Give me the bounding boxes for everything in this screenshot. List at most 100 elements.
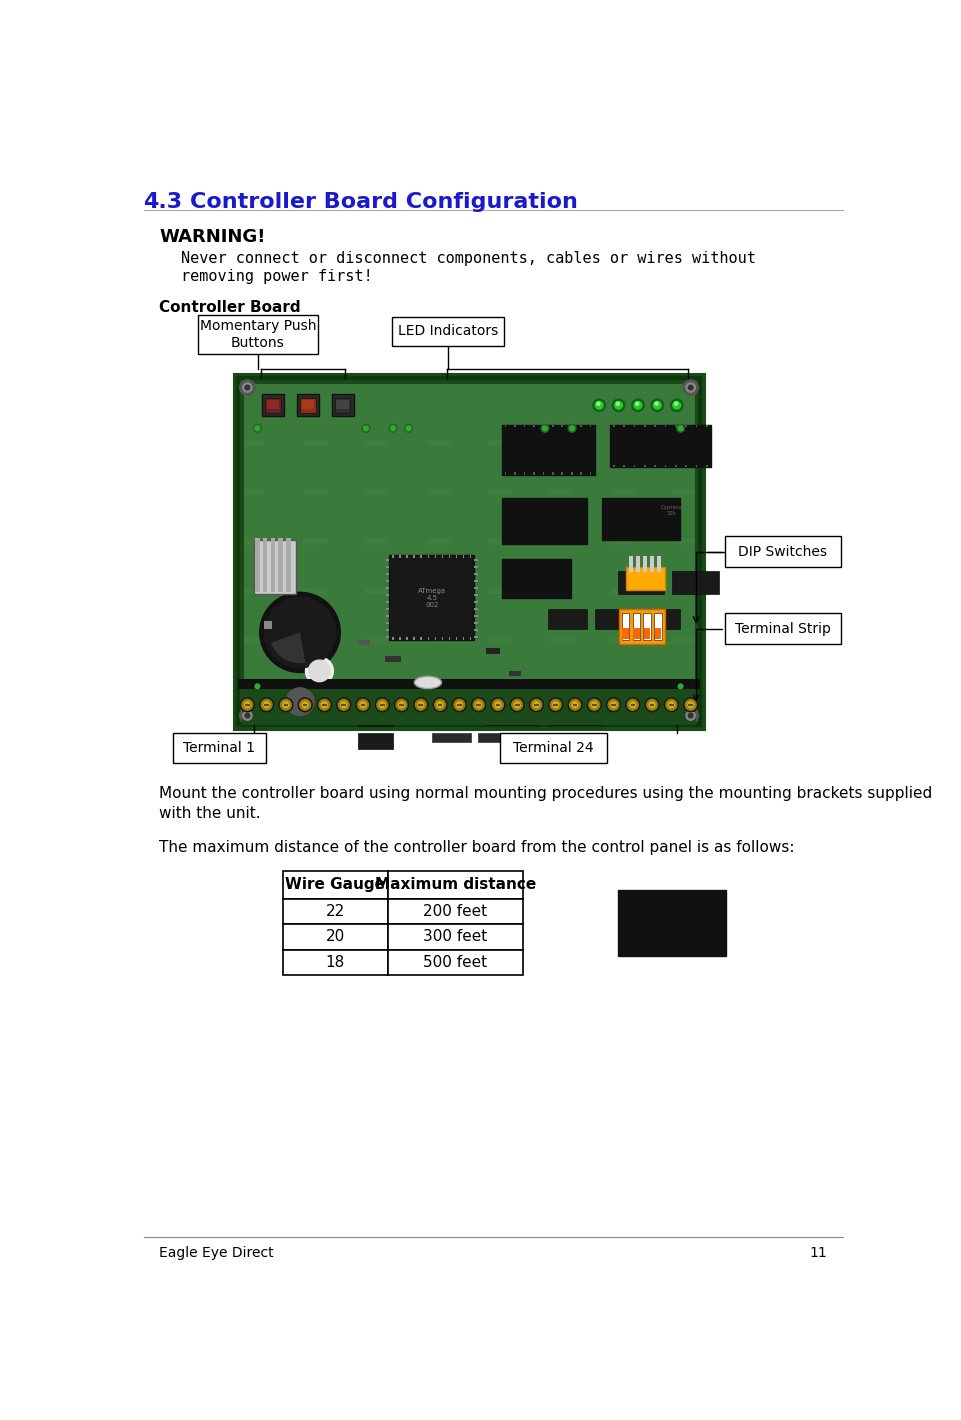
- Bar: [173, 733, 265, 764]
- Circle shape: [263, 701, 269, 707]
- Text: Controller Board: Controller Board: [159, 300, 300, 315]
- Bar: [364, 488, 388, 496]
- Bar: [387, 899, 523, 924]
- Bar: [237, 679, 700, 689]
- Bar: [322, 704, 327, 706]
- Circle shape: [405, 425, 412, 432]
- Circle shape: [683, 697, 697, 711]
- Circle shape: [306, 657, 333, 684]
- Circle shape: [631, 399, 644, 412]
- Bar: [626, 567, 664, 591]
- Circle shape: [682, 379, 698, 395]
- Bar: [303, 638, 327, 643]
- Circle shape: [436, 701, 443, 707]
- Circle shape: [651, 399, 663, 412]
- Circle shape: [471, 697, 485, 711]
- Bar: [245, 704, 250, 706]
- Bar: [623, 425, 625, 427]
- Bar: [513, 425, 515, 427]
- Bar: [380, 704, 384, 706]
- Bar: [385, 567, 389, 568]
- Bar: [636, 557, 640, 572]
- Circle shape: [612, 399, 624, 412]
- Bar: [241, 686, 265, 693]
- Text: 20: 20: [326, 930, 345, 944]
- Circle shape: [255, 684, 259, 689]
- Circle shape: [264, 596, 335, 667]
- Bar: [649, 704, 653, 706]
- Bar: [469, 638, 471, 640]
- Bar: [241, 638, 265, 643]
- Circle shape: [283, 701, 288, 707]
- Bar: [413, 555, 414, 558]
- Bar: [456, 704, 461, 706]
- Circle shape: [454, 700, 464, 710]
- Bar: [448, 555, 450, 558]
- Bar: [495, 704, 500, 706]
- Bar: [485, 648, 500, 655]
- Bar: [478, 733, 516, 741]
- Bar: [549, 488, 573, 496]
- Circle shape: [434, 700, 445, 710]
- Circle shape: [610, 701, 616, 707]
- Text: Maximum distance: Maximum distance: [375, 878, 535, 892]
- Circle shape: [302, 701, 308, 707]
- Bar: [523, 473, 525, 474]
- Bar: [487, 538, 511, 545]
- Bar: [724, 537, 840, 567]
- Circle shape: [254, 425, 261, 432]
- Bar: [591, 704, 596, 706]
- Bar: [399, 555, 401, 558]
- Text: 500 feet: 500 feet: [423, 954, 487, 970]
- Circle shape: [607, 700, 618, 710]
- Bar: [474, 567, 477, 568]
- Bar: [385, 608, 389, 609]
- Bar: [420, 555, 422, 558]
- Circle shape: [587, 697, 601, 711]
- Bar: [413, 638, 414, 640]
- Text: DIP Switches: DIP Switches: [738, 544, 826, 558]
- Bar: [266, 400, 279, 409]
- Bar: [675, 425, 676, 427]
- Bar: [391, 317, 504, 346]
- Bar: [623, 464, 625, 467]
- Bar: [360, 704, 365, 706]
- Bar: [385, 656, 401, 662]
- Bar: [594, 609, 632, 629]
- Bar: [644, 425, 645, 427]
- Bar: [441, 555, 443, 558]
- Circle shape: [394, 697, 408, 711]
- Circle shape: [317, 697, 332, 711]
- Bar: [364, 538, 388, 545]
- Circle shape: [685, 711, 695, 720]
- Bar: [278, 538, 283, 592]
- Bar: [385, 559, 389, 561]
- Bar: [589, 425, 591, 427]
- Circle shape: [591, 701, 597, 707]
- Circle shape: [245, 385, 250, 391]
- Circle shape: [321, 701, 327, 707]
- Bar: [262, 538, 267, 592]
- Bar: [668, 704, 673, 706]
- Circle shape: [688, 713, 692, 719]
- Bar: [385, 574, 389, 575]
- Bar: [705, 464, 707, 467]
- Circle shape: [532, 701, 539, 707]
- Circle shape: [627, 700, 637, 710]
- Bar: [487, 488, 511, 496]
- Bar: [632, 628, 639, 639]
- Bar: [552, 425, 553, 427]
- Text: 11: 11: [808, 1247, 826, 1260]
- Circle shape: [255, 426, 259, 430]
- Circle shape: [592, 399, 604, 412]
- Bar: [364, 440, 388, 446]
- Circle shape: [375, 697, 389, 711]
- Bar: [420, 638, 422, 640]
- Circle shape: [668, 701, 674, 707]
- Bar: [633, 464, 634, 467]
- Text: The maximum distance of the controller board from the control panel is as follow: The maximum distance of the controller b…: [159, 841, 794, 855]
- Bar: [385, 615, 389, 616]
- Text: ATmega
4.5
002: ATmega 4.5 002: [417, 588, 445, 608]
- Bar: [303, 686, 327, 693]
- Bar: [385, 581, 389, 582]
